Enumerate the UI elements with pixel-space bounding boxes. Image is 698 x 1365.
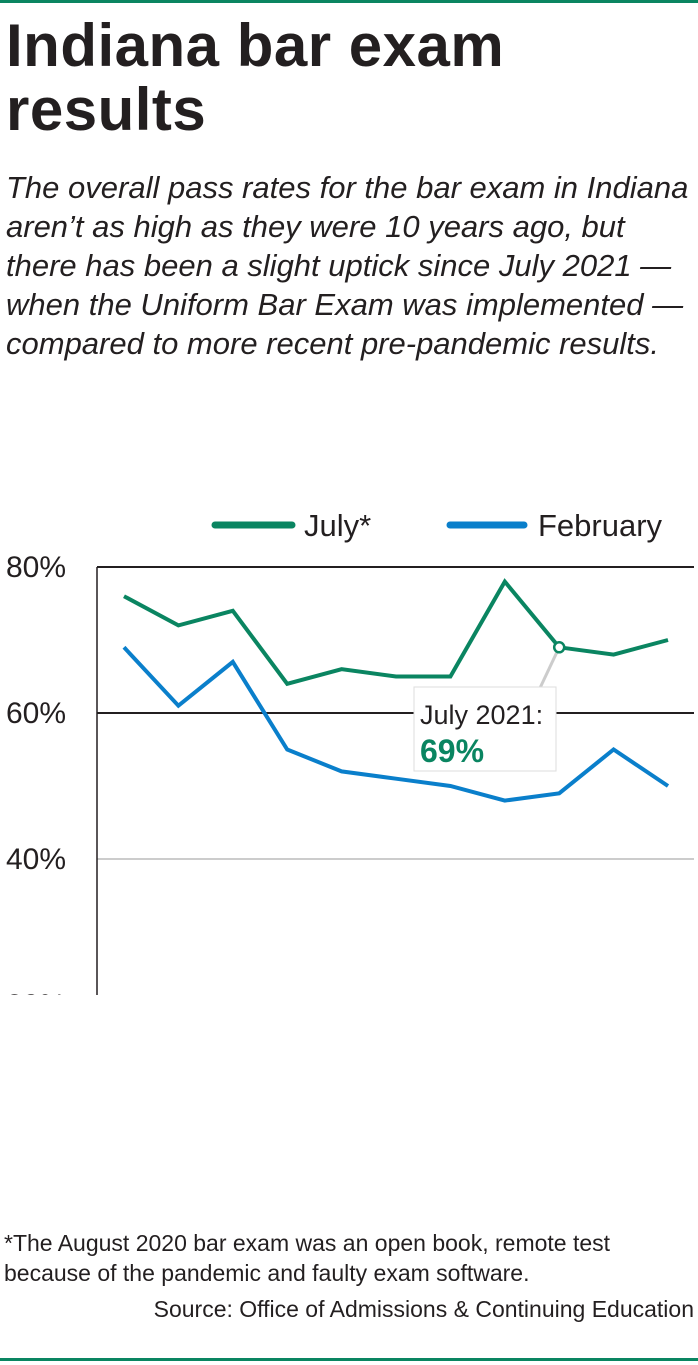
y-tick-label: 80% xyxy=(6,551,66,584)
footnote: *The August 2020 bar exam was an open bo… xyxy=(4,1230,611,1286)
y-tick-label: 60% xyxy=(6,697,66,730)
annotation-leader xyxy=(538,646,561,689)
annotation-box xyxy=(413,686,557,772)
legend-label-july: July* xyxy=(304,508,371,543)
annotation-label: July 2021: xyxy=(420,700,543,730)
y-tick-label: 40% xyxy=(6,843,66,876)
annotation-value: 69% xyxy=(420,733,484,769)
chart-title: Indiana bar exam results xyxy=(6,12,505,143)
bottom-rule xyxy=(0,1358,698,1361)
series-line-july xyxy=(123,578,669,687)
top-rule xyxy=(0,0,698,3)
series-line-february xyxy=(122,645,670,803)
legend-label-february: February xyxy=(538,508,663,543)
highlight-marker xyxy=(552,641,566,654)
y-tick-label: 20% xyxy=(6,989,66,995)
chart-subtitle: The overall pass rates for the bar exam … xyxy=(6,170,689,361)
line-chart: 20%40%60%80%'13'14'15'16'17'18'19'20'21'… xyxy=(6,508,694,995)
source: Source: Office of Admissions & Continuin… xyxy=(153,1296,694,1322)
